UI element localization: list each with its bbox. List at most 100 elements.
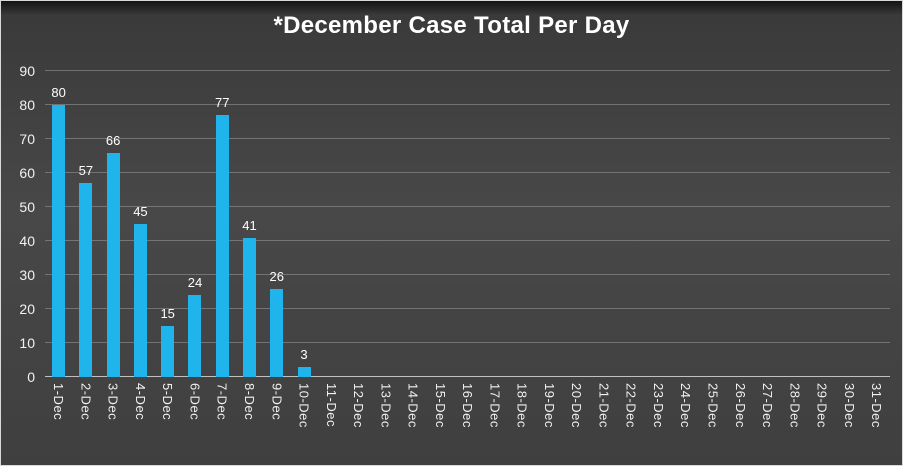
x-tick: 4-Dec xyxy=(127,383,154,459)
bar-10-Dec[interactable]: 3 xyxy=(297,348,311,377)
bar-6-Dec[interactable]: 24 xyxy=(188,276,202,377)
x-tick-label: 3-Dec xyxy=(105,383,121,421)
x-tick: 14-Dec xyxy=(399,383,426,459)
x-tick: 10-Dec xyxy=(290,383,317,459)
bar-value-label: 24 xyxy=(187,275,203,291)
gridline xyxy=(45,206,890,207)
x-tick-label: 30-Dec xyxy=(841,383,857,428)
bar-column-25-Dec xyxy=(699,71,726,377)
bar-7-Dec[interactable]: 77 xyxy=(215,96,229,377)
bar-column-4-Dec: 45 xyxy=(127,71,154,377)
x-tick-label: 6-Dec xyxy=(187,383,203,421)
bar-column-29-Dec xyxy=(808,71,835,377)
bar-column-2-Dec: 57 xyxy=(72,71,99,377)
bar-4-Dec[interactable]: 45 xyxy=(133,205,148,377)
x-tick-label: 12-Dec xyxy=(351,383,367,428)
gridline xyxy=(45,172,890,173)
bar-value-label: 45 xyxy=(133,204,148,219)
bar-9-Dec[interactable]: 26 xyxy=(270,270,284,377)
bar-column-11-Dec xyxy=(318,71,345,377)
y-tick-label: 70 xyxy=(19,131,35,147)
x-tick: 5-Dec xyxy=(154,383,181,459)
gridline xyxy=(45,342,890,344)
gridline xyxy=(45,104,890,106)
bar-column-12-Dec xyxy=(345,71,372,377)
x-tick-label: 8-Dec xyxy=(241,383,257,421)
y-tick-label: 30 xyxy=(19,267,35,283)
x-tick: 8-Dec xyxy=(236,383,263,459)
x-tick-label: 31-Dec xyxy=(869,383,885,428)
bar-column-16-Dec xyxy=(454,71,481,377)
bar-value-label: 80 xyxy=(51,85,66,101)
x-tick-label: 22-Dec xyxy=(623,383,639,428)
x-tick: 6-Dec xyxy=(181,383,208,459)
y-tick-label: 20 xyxy=(19,301,35,318)
x-tick: 17-Dec xyxy=(481,383,508,459)
y-tick-label: 50 xyxy=(19,199,35,215)
bar-value-label: 3 xyxy=(300,346,308,362)
x-tick-label: 4-Dec xyxy=(132,383,148,421)
bar-column-9-Dec: 26 xyxy=(263,71,290,377)
bar-3-Dec[interactable]: 66 xyxy=(106,134,120,377)
gridline xyxy=(45,308,890,310)
x-tick: 2-Dec xyxy=(72,383,99,459)
x-tick: 24-Dec xyxy=(672,383,699,459)
bar-1-Dec[interactable]: 80 xyxy=(51,86,66,377)
x-axis-line xyxy=(45,376,890,377)
x-tick-label: 19-Dec xyxy=(541,383,557,428)
x-tick-label: 2-Dec xyxy=(78,383,94,421)
bar-column-10-Dec: 3 xyxy=(290,71,317,377)
bar-column-26-Dec xyxy=(727,71,754,377)
bar-value-label: 26 xyxy=(269,268,284,284)
bar-value-label: 66 xyxy=(105,132,121,148)
x-tick-label: 1-Dec xyxy=(51,383,67,421)
x-axis: 1-Dec 2-Dec 3-Dec 4-Dec 5-Dec 6-Dec 7-Dec 8-Dec… xyxy=(45,383,890,459)
x-tick-label: 7-Dec xyxy=(214,383,230,421)
bar-value-label: 15 xyxy=(160,306,175,321)
x-tick-label: 29-Dec xyxy=(814,383,830,428)
x-tick: 27-Dec xyxy=(754,383,781,459)
x-tick-label: 11-Dec xyxy=(323,383,339,427)
bar-5-Dec[interactable]: 15 xyxy=(160,307,175,377)
bar-column-1-Dec: 80 xyxy=(45,71,72,377)
y-axis: 0 10 20 30 40 50 60 70 80 90 xyxy=(1,64,41,384)
bar-column-27-Dec xyxy=(754,71,781,377)
x-tick: 15-Dec xyxy=(427,383,454,459)
x-tick-label: 21-Dec xyxy=(596,383,612,428)
bar-column-7-Dec: 77 xyxy=(209,71,236,377)
x-tick: 21-Dec xyxy=(590,383,617,459)
y-tick-label: 10 xyxy=(19,335,35,352)
bar-2-Dec[interactable]: 57 xyxy=(79,164,93,377)
x-tick-label: 18-Dec xyxy=(514,383,530,428)
x-tick: 30-Dec xyxy=(836,383,863,459)
gridline xyxy=(45,274,890,275)
x-tick: 12-Dec xyxy=(345,383,372,459)
x-tick: 1-Dec xyxy=(45,383,72,459)
x-tick: 13-Dec xyxy=(372,383,399,459)
x-tick: 25-Dec xyxy=(699,383,726,459)
x-tick-label: 24-Dec xyxy=(678,383,694,428)
bars-row: 80 57 66 45 15 24 77 41 26 3 xyxy=(45,71,890,377)
bar-column-22-Dec xyxy=(618,71,645,377)
bar-column-5-Dec: 15 xyxy=(154,71,181,377)
x-tick-label: 27-Dec xyxy=(760,383,776,428)
bar-column-3-Dec: 66 xyxy=(100,71,127,377)
bar-column-31-Dec xyxy=(863,71,890,377)
bar-column-14-Dec xyxy=(399,71,426,377)
x-tick-label: 5-Dec xyxy=(160,383,176,421)
x-tick-label: 23-Dec xyxy=(650,383,666,428)
chart-title: *December Case Total Per Day xyxy=(273,12,630,39)
x-tick: 16-Dec xyxy=(454,383,481,459)
bar-column-21-Dec xyxy=(590,71,617,377)
x-tick: 7-Dec xyxy=(209,383,236,459)
x-tick: 23-Dec xyxy=(645,383,672,459)
bar-column-30-Dec xyxy=(836,71,863,377)
x-tick-label: 26-Dec xyxy=(732,383,748,428)
x-tick-label: 13-Dec xyxy=(378,383,394,428)
y-tick-label: 80 xyxy=(19,97,35,114)
bar-column-17-Dec xyxy=(481,71,508,377)
x-tick-label: 17-Dec xyxy=(487,383,503,428)
bar-column-24-Dec xyxy=(672,71,699,377)
bar-8-Dec[interactable]: 41 xyxy=(242,219,257,377)
